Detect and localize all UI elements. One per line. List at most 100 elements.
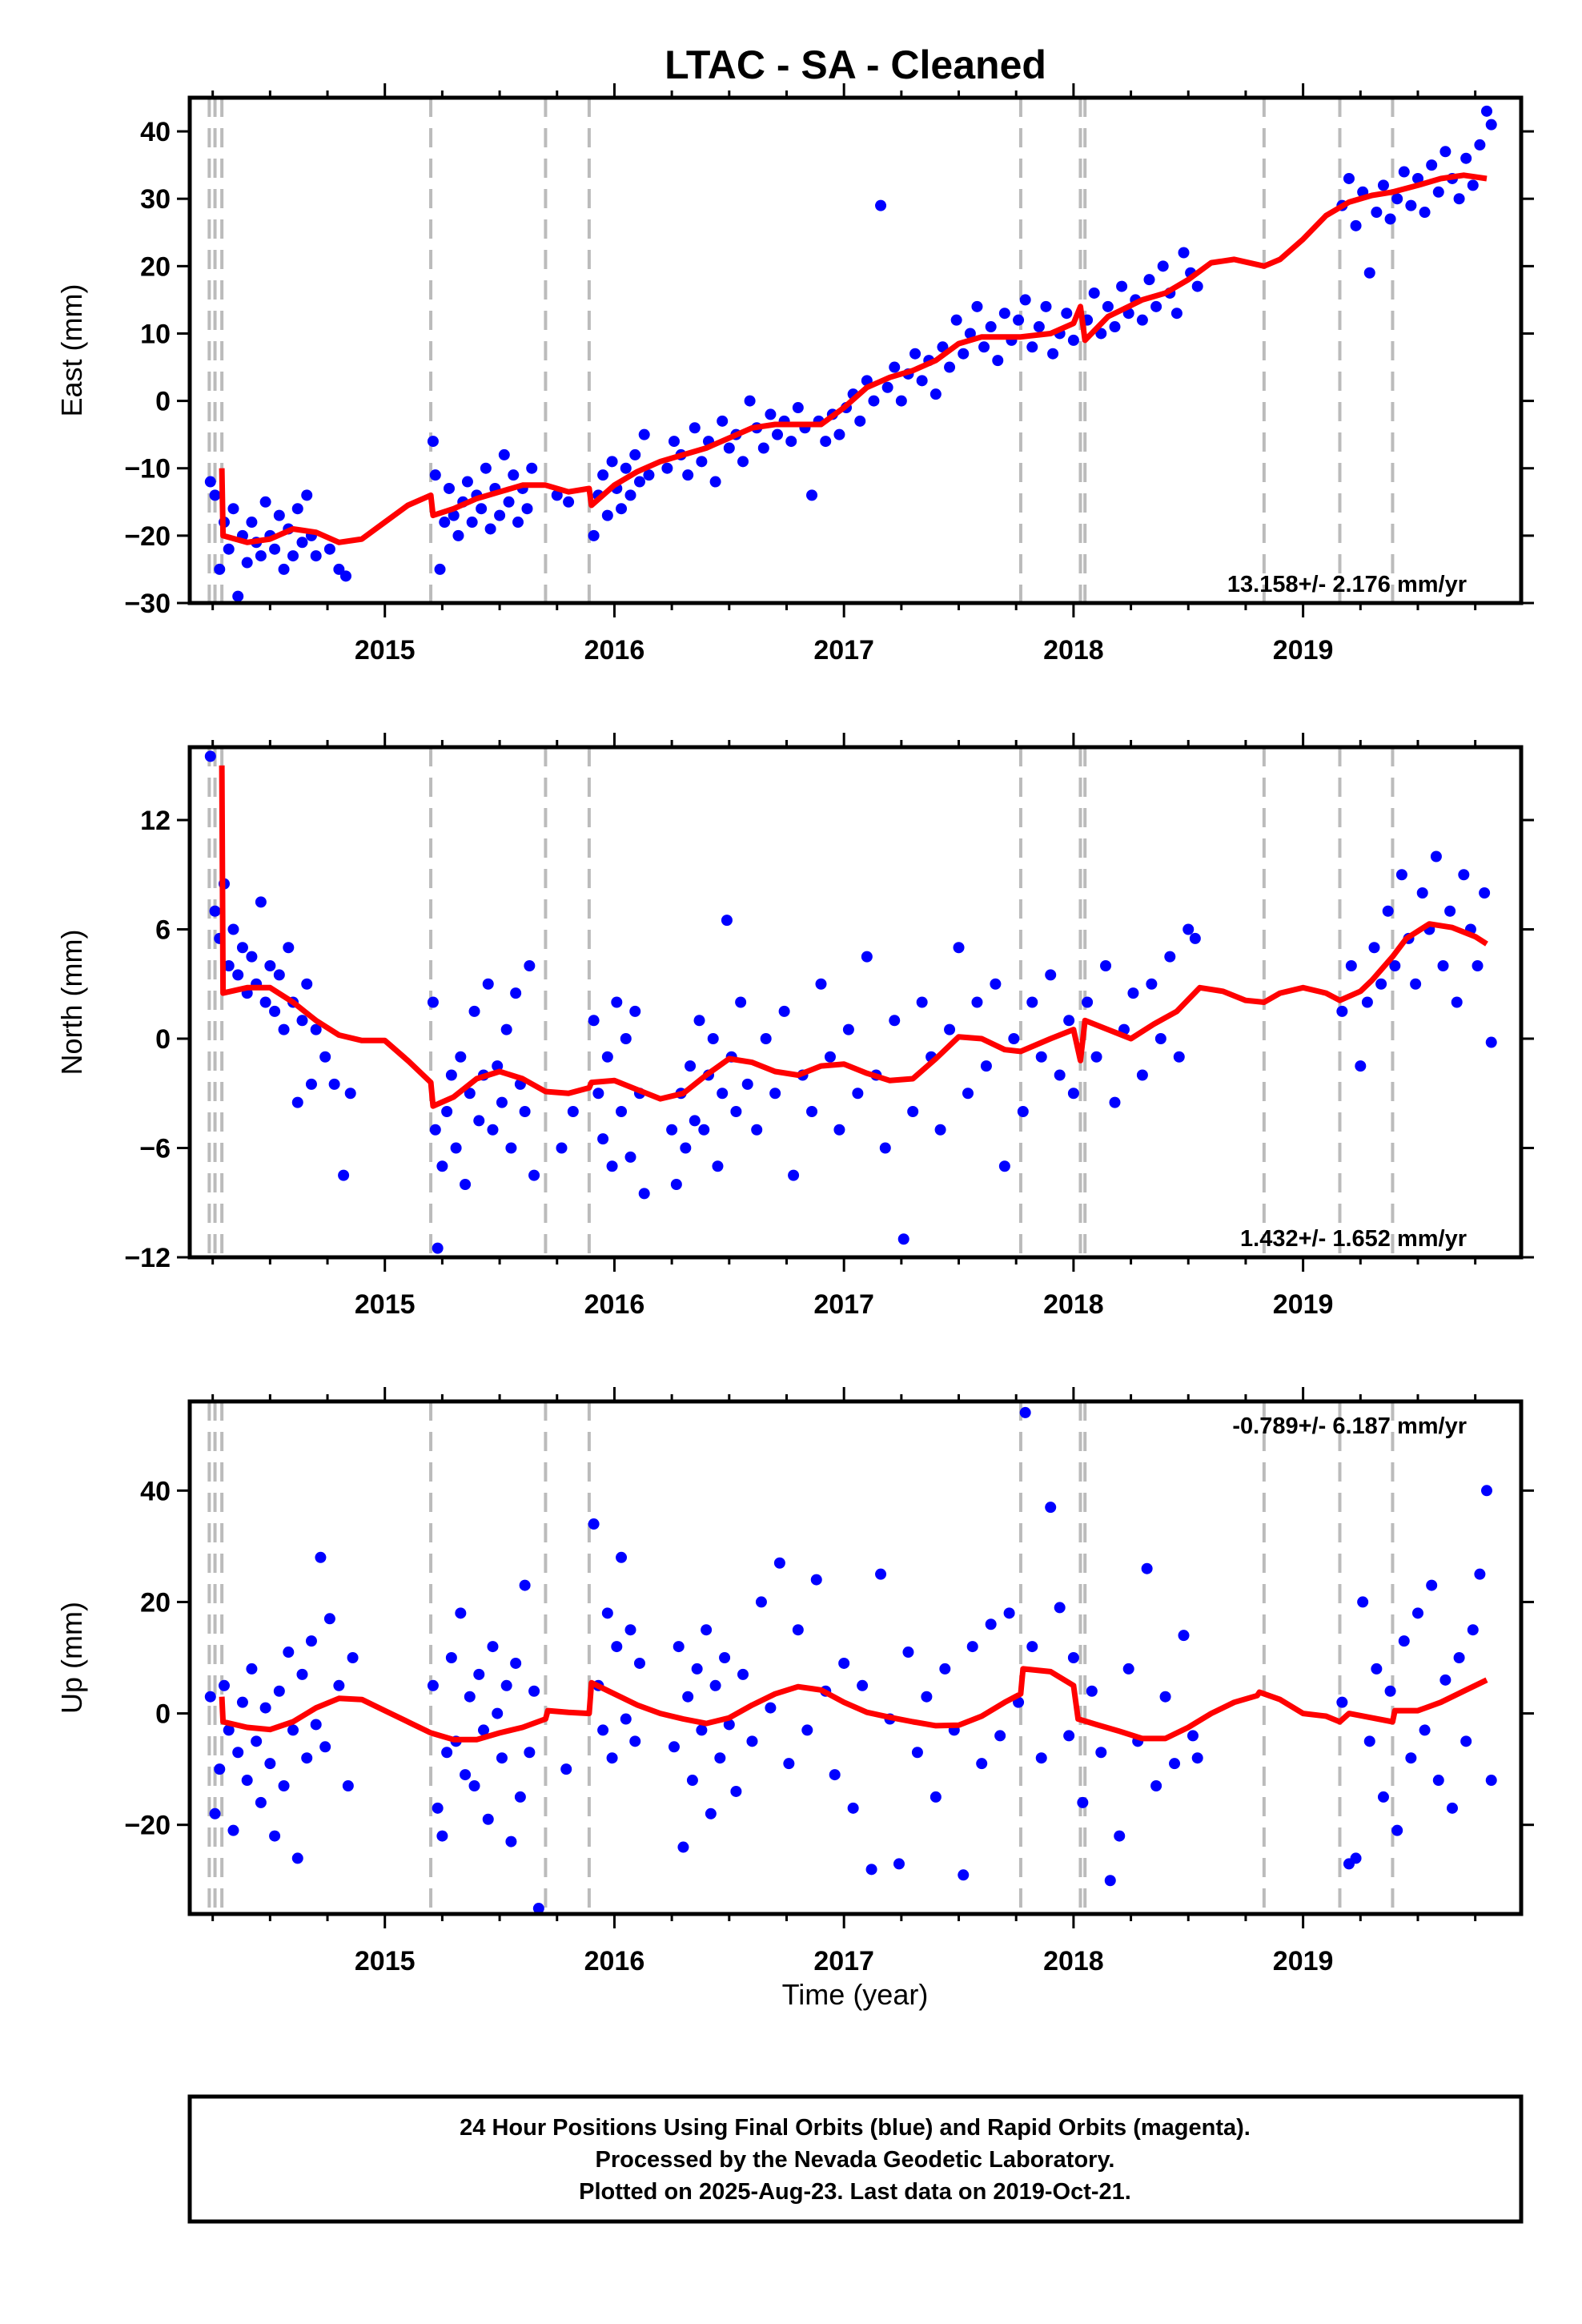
data-point: [287, 1724, 299, 1736]
data-point: [998, 308, 1010, 320]
panel-plot-area: [204, 747, 1497, 1257]
data-point: [1136, 314, 1148, 326]
x-tick-label: 2015: [355, 635, 416, 665]
data-point: [269, 1830, 281, 1842]
data-point: [833, 428, 845, 440]
footer-line: 24 Hour Positions Using Final Orbits (bl…: [460, 2115, 1251, 2141]
data-point: [1067, 1088, 1079, 1100]
data-point: [1104, 1875, 1116, 1887]
data-point: [1116, 280, 1128, 292]
data-point: [760, 1033, 772, 1044]
data-point: [810, 1574, 822, 1586]
data-point: [902, 1647, 914, 1659]
data-point: [668, 1741, 680, 1753]
data-point: [616, 1106, 628, 1117]
data-point: [1419, 1724, 1431, 1736]
data-point: [772, 428, 784, 440]
data-point: [455, 1051, 467, 1063]
data-point: [998, 1160, 1010, 1172]
data-point: [985, 1618, 997, 1630]
panel-frame: [187, 745, 1524, 1260]
data-point: [677, 1841, 689, 1853]
data-point: [689, 1115, 701, 1127]
data-point: [466, 517, 478, 529]
data-point: [1061, 308, 1073, 320]
y-tick-label: 20: [140, 251, 171, 282]
data-point: [990, 978, 1002, 990]
data-point: [964, 328, 976, 340]
data-point: [560, 1763, 572, 1775]
data-point: [1109, 321, 1121, 333]
data-point: [1371, 1663, 1383, 1675]
data-point: [482, 1813, 494, 1825]
data-point: [616, 503, 628, 515]
data-point: [1054, 1602, 1066, 1614]
data-point: [273, 1685, 285, 1697]
data-point: [514, 1791, 526, 1803]
data-point: [264, 960, 276, 971]
data-point: [1453, 1652, 1465, 1663]
data-point: [881, 381, 893, 393]
data-point: [638, 1188, 650, 1200]
data-point: [1095, 1747, 1107, 1759]
data-point: [1191, 280, 1203, 292]
data-point: [937, 341, 949, 353]
data-point: [1045, 1502, 1057, 1514]
data-point: [315, 1551, 327, 1563]
data-point: [944, 361, 956, 373]
model-curve: [219, 172, 1488, 545]
data-point: [319, 1051, 331, 1063]
data-point: [273, 969, 285, 981]
data-point: [1122, 1663, 1134, 1675]
data-point: [909, 348, 921, 360]
data-point: [930, 1791, 942, 1803]
data-point: [773, 1557, 785, 1569]
data-point: [478, 1724, 490, 1736]
data-point: [838, 1657, 850, 1669]
data-point: [528, 1685, 540, 1697]
y-tick-label: 0: [155, 387, 171, 417]
data-point: [1345, 960, 1357, 971]
data-point: [524, 1747, 536, 1759]
data-point: [496, 1096, 508, 1108]
data-point: [976, 1758, 988, 1770]
data-point: [682, 469, 694, 481]
data-point: [246, 951, 258, 963]
data-point: [875, 199, 887, 211]
data-point: [1439, 146, 1452, 158]
footer-box: 24 Hour Positions Using Final Orbits (bl…: [187, 2094, 1524, 2224]
data-point: [1472, 960, 1484, 971]
data-point: [806, 1106, 818, 1117]
data-point: [765, 1702, 777, 1714]
data-point: [427, 436, 439, 448]
data-point: [1178, 1630, 1190, 1642]
y-tick-label: −30: [124, 589, 171, 619]
data-point: [259, 996, 271, 1008]
footer-frame: [187, 2094, 1524, 2224]
x-tick-label: 2017: [813, 635, 874, 665]
data-point: [714, 1752, 726, 1764]
data-point: [1136, 1069, 1148, 1081]
data-point: [730, 1785, 742, 1797]
data-point: [1410, 978, 1422, 990]
data-point: [1439, 1674, 1452, 1686]
y-axis-label: East (mm): [55, 284, 88, 417]
data-point: [301, 1752, 313, 1764]
data-point: [296, 1015, 308, 1027]
y-tick-label: 10: [140, 319, 171, 349]
model-curve: [219, 765, 1488, 1109]
data-point: [1157, 260, 1169, 272]
data-point: [673, 1641, 685, 1653]
x-tick-label: 2019: [1273, 1946, 1334, 1976]
data-point: [868, 395, 880, 407]
data-point: [992, 355, 1004, 367]
data-point: [445, 1069, 457, 1081]
data-point: [236, 942, 248, 954]
data-point: [1485, 1775, 1497, 1787]
data-point: [1019, 294, 1031, 306]
data-point: [556, 1142, 568, 1154]
data-point: [209, 905, 221, 917]
data-point: [1102, 300, 1114, 312]
data-point: [246, 1663, 258, 1675]
data-point: [633, 1657, 645, 1669]
